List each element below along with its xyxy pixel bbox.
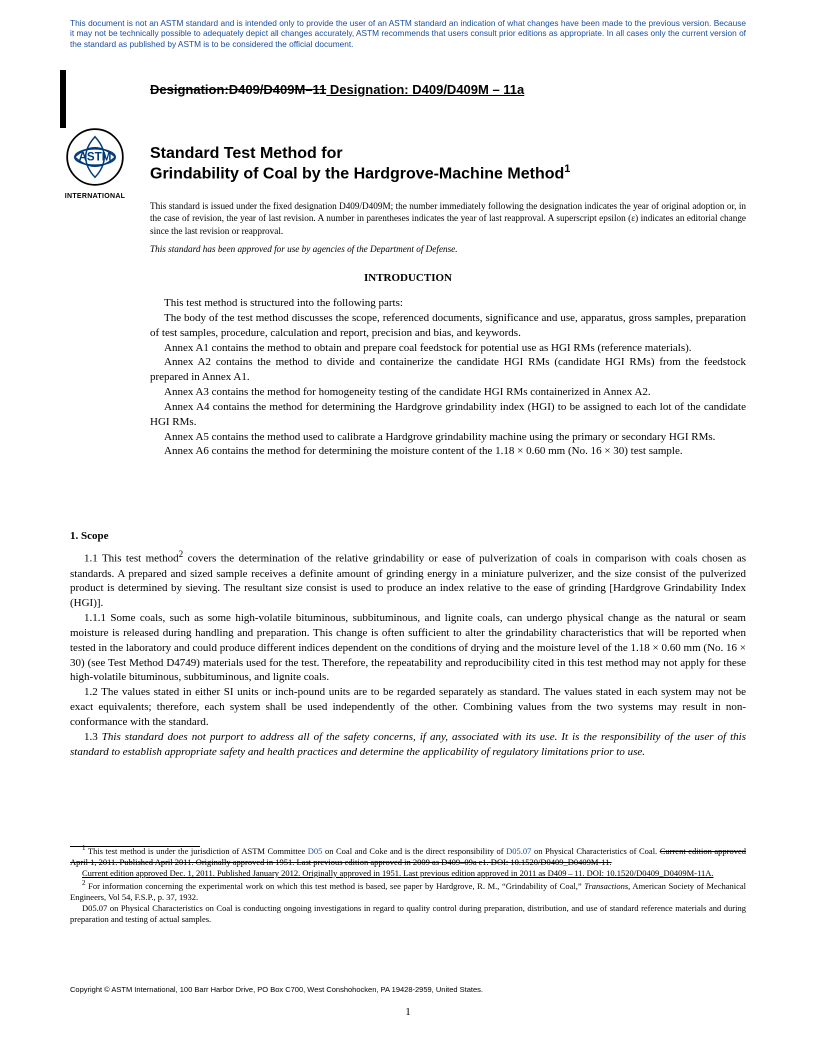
footnote-extra: D05.07 on Physical Characteristics on Co… xyxy=(70,903,746,925)
intro-p3: Annex A1 contains the method to obtain a… xyxy=(150,341,746,356)
intro-p5: Annex A3 contains the method for homogen… xyxy=(150,385,746,400)
vertical-rule xyxy=(60,70,66,128)
new-designation: Designation: D409/D409M – 11a xyxy=(326,82,524,97)
international-label: INTERNATIONAL xyxy=(60,193,130,200)
fn2-ital: Transactions xyxy=(584,881,628,891)
intro-p7: Annex A5 contains the method used to cal… xyxy=(150,430,746,445)
intro-p4: Annex A2 contains the method to divide a… xyxy=(150,355,746,385)
disclaimer-text: This document is not an ASTM standard an… xyxy=(70,18,746,49)
fn1-b: on Coal and Coke and is the direct respo… xyxy=(322,846,506,856)
footnote-2: 2 For information concerning the experim… xyxy=(70,879,746,903)
fn1-link-d05: D05 xyxy=(308,846,323,856)
scope-1.2: 1.2 The values stated in either SI units… xyxy=(70,685,746,730)
scope-1.1.1: 1.1.1 Some coals, such as some high-vola… xyxy=(70,611,746,685)
page-number: 1 xyxy=(0,1006,816,1018)
footnote-1: 1 This test method is under the jurisdic… xyxy=(70,844,746,868)
scope-1.1-a: 1.1 This test method xyxy=(84,553,179,565)
title-line1: Standard Test Method for xyxy=(150,145,746,163)
issuance-p1: This standard is issued under the fixed … xyxy=(150,200,746,237)
scope-body: 1.1 This test method2 covers the determi… xyxy=(70,548,746,759)
title-text: Grindability of Coal by the Hardgrove-Ma… xyxy=(150,165,564,182)
footnote-1-new: Current edition approved Dec. 1, 2011. P… xyxy=(70,868,746,879)
title-block: Standard Test Method for Grindability of… xyxy=(150,145,746,183)
intro-p6: Annex A4 contains the method for determi… xyxy=(150,400,746,430)
copyright-line: Copyright © ASTM International, 100 Barr… xyxy=(70,985,483,994)
fn1-new-edition: Current edition approved Dec. 1, 2011. P… xyxy=(82,868,714,878)
fn1-a: This test method is under the jurisdicti… xyxy=(86,846,308,856)
scope-1.3: 1.3 This standard does not purport to ad… xyxy=(70,730,746,760)
title-superscript: 1 xyxy=(564,163,570,175)
fn1-link-d0507: D05.07 xyxy=(506,846,531,856)
fn1-c: on Physical Characteristics of Coal. xyxy=(531,846,659,856)
logo-column: ASTM INTERNATIONAL xyxy=(60,70,130,200)
title-line2: Grindability of Coal by the Hardgrove-Ma… xyxy=(150,163,746,183)
footnotes: 1 This test method is under the jurisdic… xyxy=(70,844,746,925)
fn2-a: For information concerning the experimen… xyxy=(86,881,585,891)
designation-line: Designation:D409/D409M–11 Designation: D… xyxy=(150,82,524,97)
intro-p8: Annex A6 contains the method for determi… xyxy=(150,444,746,459)
intro-p1: This test method is structured into the … xyxy=(150,296,746,311)
introduction-heading: INTRODUCTION xyxy=(0,272,816,284)
astm-logo: ASTM xyxy=(66,128,124,191)
issuance-note: This standard is issued under the fixed … xyxy=(150,200,746,258)
dod-approval: This standard has been approved for use … xyxy=(150,243,746,255)
old-designation: Designation:D409/D409M–11 xyxy=(150,82,326,97)
intro-p2: The body of the test method discusses th… xyxy=(150,311,746,341)
svg-text:ASTM: ASTM xyxy=(79,150,112,163)
scope-1.1: 1.1 This test method2 covers the determi… xyxy=(70,548,746,611)
scope-1.3-text: This standard does not purport to addres… xyxy=(70,731,746,758)
scope-heading: 1. Scope xyxy=(70,530,109,542)
introduction-body: This test method is structured into the … xyxy=(150,296,746,459)
